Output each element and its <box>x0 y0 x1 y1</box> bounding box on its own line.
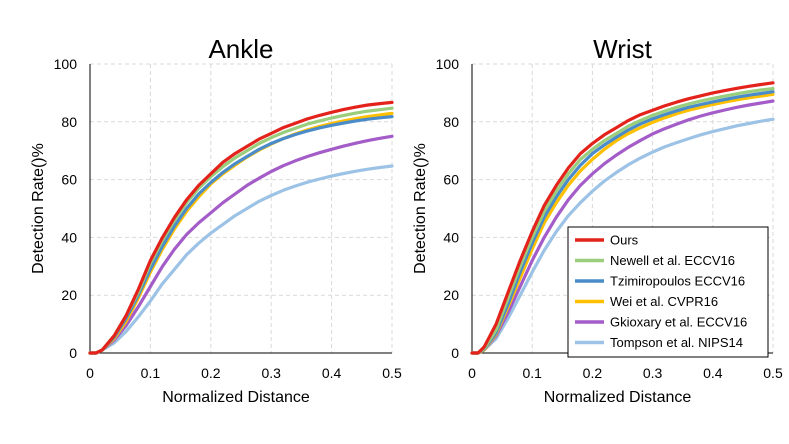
x-tick-label: 0.1 <box>522 365 542 381</box>
legend-label-wei-et-al-cvpr16: Wei et al. CVPR16 <box>610 294 718 309</box>
legend-box <box>567 226 769 358</box>
x-tick-label: 0 <box>468 365 476 381</box>
legend: Ours Newell et al. ECCV16 Tzimiropoulos EC… <box>567 226 769 358</box>
y-tick-label: 40 <box>61 229 77 245</box>
chart-title: Wrist <box>593 34 653 64</box>
y-tick-label: 0 <box>69 345 77 361</box>
legend-label-tzimiropoulos-eccv16: Tzimiropoulos ECCV16 <box>610 274 745 289</box>
legend-label-newell-et-al-eccv16: Newell et al. ECCV16 <box>610 253 735 268</box>
x-tick-label: 0.1 <box>141 365 161 381</box>
legend-label-tompson-et-al-nips14: Tompson et al. NIPS14 <box>610 335 743 350</box>
x-tick-label: 0.3 <box>261 365 281 381</box>
gridlines <box>90 63 393 353</box>
chart-ankle: Ankle 0 20 40 60 80 100 0 0.1 0.2 0.3 0.4 0.5 Normali… <box>30 34 402 406</box>
x-tick-label: 0.5 <box>382 365 402 381</box>
y-tick-label: 100 <box>54 56 78 72</box>
x-axis-label: Normalized Distance <box>544 389 692 406</box>
legend-label-gkioxary-et-al-eccv16: Gkioxary et al. ECCV16 <box>610 315 747 330</box>
x-tick-label: 0.5 <box>763 365 783 381</box>
x-axis-label: Normalized Distance <box>162 389 310 406</box>
x-tick-label: 0 <box>86 365 94 381</box>
y-axis-label: Detection Rate()% <box>412 143 429 274</box>
x-tick-label: 0.2 <box>201 365 221 381</box>
x-tick-label: 0.4 <box>322 365 342 381</box>
y-tick-label: 20 <box>61 287 77 303</box>
series-line-ours <box>88 100 394 355</box>
y-tick-label: 0 <box>451 345 459 361</box>
series-line-tzimiropoulos-eccv16 <box>470 90 775 355</box>
x-tick-label: 0.3 <box>643 365 663 381</box>
y-tick-label: 60 <box>443 172 459 188</box>
chart-title: Ankle <box>208 34 273 64</box>
x-tick-label: 0.2 <box>583 365 603 381</box>
y-tick-label: 80 <box>61 114 77 130</box>
y-tick-label: 60 <box>61 172 77 188</box>
series-line-tzimiropoulos-eccv16 <box>88 114 394 355</box>
series-line-gkioxary-et-al-eccv16 <box>470 99 775 355</box>
series-line-tompson-et-al-nips14 <box>470 117 775 355</box>
y-tick-label: 80 <box>443 114 459 130</box>
legend-label-ours: Ours <box>610 233 639 248</box>
series-line-tompson-et-al-nips14 <box>88 164 394 355</box>
series-line-newell-et-al-eccv16 <box>470 86 775 355</box>
series-line-gkioxary-et-al-eccv16 <box>88 134 394 355</box>
y-tick-label: 40 <box>443 229 459 245</box>
y-tick-label: 20 <box>443 287 459 303</box>
y-tick-label: 100 <box>436 56 460 72</box>
chart-wrist: Wrist 0 20 40 60 80 100 0 0.1 0.2 0.3 0.4 0.5 Normali… <box>412 34 783 406</box>
y-axis-label: Detection Rate()% <box>30 143 47 274</box>
x-tick-label: 0.4 <box>703 365 723 381</box>
series-line-ours <box>470 81 775 355</box>
